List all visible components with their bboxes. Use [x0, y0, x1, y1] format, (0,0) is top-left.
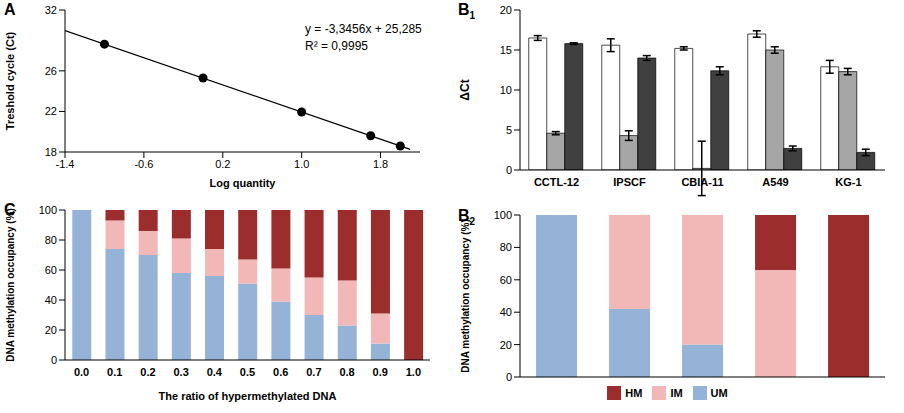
- svg-text:0.1: 0.1: [107, 366, 122, 378]
- svg-text:22: 22: [45, 105, 57, 117]
- svg-text:DNA methylation occupancy (%): DNA methylation occupancy (%): [8, 208, 16, 362]
- svg-text:0.9: 0.9: [373, 366, 388, 378]
- svg-text:10: 10: [500, 84, 512, 96]
- svg-text:-1.4: -1.4: [56, 158, 75, 170]
- svg-text:20: 20: [45, 324, 57, 336]
- svg-text:DNA methylation occupancy (%): DNA methylation occupancy (%): [460, 219, 471, 373]
- svg-text:80: 80: [45, 234, 57, 246]
- svg-text:0.2: 0.2: [215, 158, 230, 170]
- svg-text:A549: A549: [762, 176, 788, 188]
- svg-text:100: 100: [494, 209, 512, 221]
- svg-text:CBIA-11: CBIA-11: [681, 176, 723, 188]
- svg-text:0.4: 0.4: [207, 366, 223, 378]
- svg-text:0: 0: [506, 371, 512, 383]
- svg-text:1.0: 1.0: [294, 158, 309, 170]
- svg-text:The ratio of hypermethylated D: The ratio of hypermethylated DNA: [159, 390, 337, 402]
- svg-text:26: 26: [45, 65, 57, 77]
- svg-text:IPSCF: IPSCF: [613, 176, 646, 188]
- svg-text:18: 18: [45, 146, 57, 158]
- svg-text:0: 0: [506, 164, 512, 176]
- svg-text:100: 100: [39, 204, 57, 216]
- svg-text:0.3: 0.3: [173, 366, 188, 378]
- svg-text:60: 60: [500, 274, 512, 286]
- svg-text:KG-1: KG-1: [835, 176, 861, 188]
- svg-text:0.6: 0.6: [273, 366, 288, 378]
- svg-text:-0.6: -0.6: [134, 158, 153, 170]
- svg-text:Log quantity: Log quantity: [210, 177, 277, 189]
- svg-text:1.8: 1.8: [373, 158, 388, 170]
- svg-text:32: 32: [45, 4, 57, 16]
- svg-text:0.5: 0.5: [240, 366, 255, 378]
- svg-text:40: 40: [500, 306, 512, 318]
- svg-text:Treshold cycle (Ct): Treshold cycle (Ct): [8, 31, 16, 130]
- svg-text:0.8: 0.8: [339, 366, 354, 378]
- svg-text:0.0: 0.0: [74, 366, 89, 378]
- svg-text:0.2: 0.2: [140, 366, 155, 378]
- svg-text:20: 20: [500, 4, 512, 16]
- svg-text:1.0: 1.0: [406, 366, 421, 378]
- svg-text:20: 20: [500, 339, 512, 351]
- svg-text:60: 60: [45, 264, 57, 276]
- svg-text:CCTL-12: CCTL-12: [534, 176, 579, 188]
- svg-text:ΔCt: ΔCt: [458, 79, 472, 100]
- svg-text:0.7: 0.7: [306, 366, 321, 378]
- svg-text:80: 80: [500, 241, 512, 253]
- svg-text:5: 5: [506, 124, 512, 136]
- svg-text:40: 40: [45, 294, 57, 306]
- svg-text:0: 0: [51, 354, 57, 366]
- svg-text:15: 15: [500, 44, 512, 56]
